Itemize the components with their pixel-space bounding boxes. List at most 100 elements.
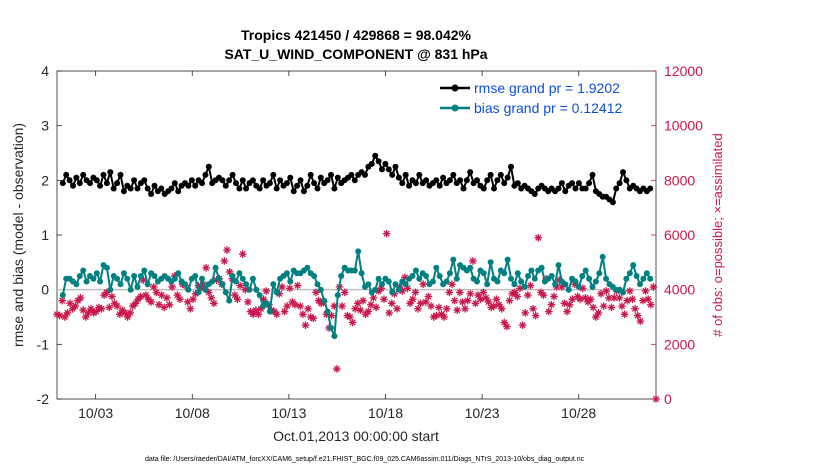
x-tick-label: 10/18 <box>368 405 403 421</box>
bias-point <box>412 267 419 274</box>
bias-point <box>117 281 124 288</box>
rmse-point <box>256 185 263 192</box>
obs-point <box>223 246 231 254</box>
bias-point <box>637 281 643 288</box>
obs-point <box>123 313 132 321</box>
obs-point <box>597 289 605 298</box>
bias-point <box>572 278 579 285</box>
rmse-point <box>406 182 413 189</box>
obs-point <box>312 288 320 297</box>
rmse-point <box>446 177 453 184</box>
bias-point <box>246 286 253 293</box>
bias-point <box>137 273 144 279</box>
bias-point <box>511 281 518 288</box>
rmse-point <box>484 177 491 184</box>
bias-point <box>599 253 606 260</box>
obs-point <box>626 287 634 295</box>
rmse-point <box>623 177 630 184</box>
rmse-point <box>582 185 589 192</box>
obs-point <box>592 313 600 321</box>
obs-point <box>388 299 396 308</box>
rmse-point <box>117 171 124 178</box>
bias-point <box>120 270 127 277</box>
rmse-point <box>171 180 178 187</box>
rmse-point <box>440 174 447 181</box>
obs-point <box>628 295 637 304</box>
x-tick-label: 10/23 <box>465 405 500 421</box>
obs-point <box>280 307 289 316</box>
obs-point <box>445 288 454 297</box>
rmse-point <box>236 185 243 192</box>
obs-point <box>453 306 462 314</box>
obs-point <box>165 300 174 309</box>
bias-point <box>562 281 569 288</box>
bias-point <box>229 273 236 279</box>
obs-point <box>285 284 294 293</box>
obs-point <box>233 295 242 304</box>
bias-point <box>643 270 650 277</box>
bias-point <box>195 289 202 296</box>
rmse-point <box>300 188 307 195</box>
bias-point <box>141 267 148 274</box>
obs-point <box>163 294 171 302</box>
obs-point <box>301 321 310 329</box>
bias-point <box>514 270 521 277</box>
obs-point <box>340 288 349 297</box>
bias-point <box>263 300 270 307</box>
rmse-point <box>307 171 314 178</box>
x-ticks: 10/03 10/08 10/13 10/18 10/23 10/28 <box>78 71 596 421</box>
y-tick-right-label: 2000 <box>664 336 695 352</box>
rmse-point <box>331 185 338 192</box>
bias-point <box>565 286 572 293</box>
rmse-point <box>508 163 514 170</box>
obs-point <box>364 307 373 316</box>
obs-point <box>309 314 318 323</box>
rmse-point <box>314 185 321 192</box>
bias-point <box>623 275 630 282</box>
bias-point <box>630 262 637 269</box>
x-axis-label: Oct.01,2013 00:00:00 start <box>273 428 439 444</box>
rmse-point <box>266 180 273 187</box>
rmse-point <box>555 185 562 192</box>
bias-point <box>76 273 83 279</box>
rmse-point <box>436 182 443 189</box>
obs-point <box>639 296 647 305</box>
bias-point <box>555 262 562 269</box>
rmse-point <box>450 171 457 178</box>
bias-point <box>83 278 90 285</box>
obs-point <box>142 291 150 299</box>
bias-point <box>331 333 338 340</box>
obs-point <box>474 291 482 299</box>
rmse-point <box>491 185 497 192</box>
obs-point <box>526 281 535 290</box>
bias-point <box>589 283 596 290</box>
rmse-point <box>504 174 511 181</box>
rmse-point <box>168 185 175 192</box>
rmse-point <box>423 177 430 184</box>
rmse-point <box>351 177 358 184</box>
rmse-point <box>148 191 155 197</box>
obs-point <box>126 309 135 317</box>
bias-point <box>402 281 409 288</box>
obs-point <box>272 310 281 319</box>
bias-point <box>192 273 199 279</box>
bias-point <box>596 270 603 277</box>
y-tick-left-label: -1 <box>37 336 50 352</box>
bias-point <box>212 264 219 271</box>
bias-point <box>528 267 535 274</box>
legend-rmse-label: rmse grand pr = 1.9202 <box>474 80 620 96</box>
rmse-point <box>412 180 419 187</box>
bias-point <box>640 275 647 282</box>
bias-point <box>328 324 334 331</box>
rmse-point <box>277 177 284 184</box>
obs-point <box>210 299 218 308</box>
obs-point <box>291 300 299 309</box>
rmse-point <box>531 191 538 197</box>
bias-point <box>202 286 209 293</box>
y-tick-left-label: 1 <box>41 227 49 243</box>
bias-point <box>287 278 294 285</box>
obs-point <box>602 287 611 295</box>
obs-point <box>458 298 467 306</box>
obs-point <box>283 302 291 310</box>
